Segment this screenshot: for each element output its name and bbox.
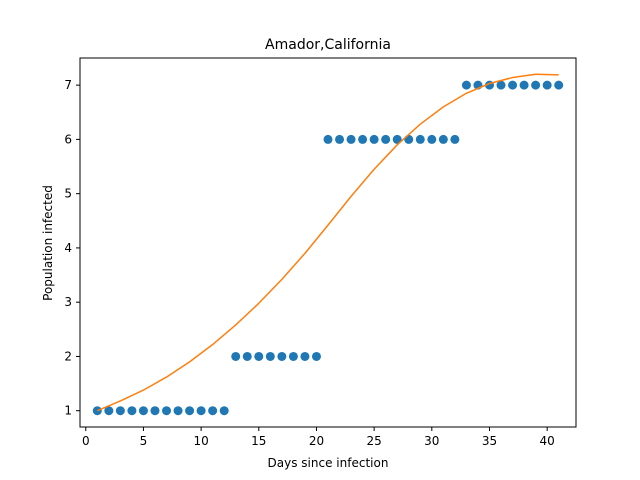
data-point <box>150 406 160 416</box>
data-point <box>381 134 391 144</box>
data-point <box>323 134 333 144</box>
data-point <box>208 406 218 416</box>
axes-frame <box>79 57 577 428</box>
data-point <box>508 80 518 90</box>
data-point <box>392 134 402 144</box>
data-point <box>196 406 206 416</box>
x-tick-label: 25 <box>366 434 381 448</box>
y-tick-label: 5 <box>64 187 72 201</box>
data-point <box>335 134 345 144</box>
data-point <box>461 80 471 90</box>
data-point <box>369 134 379 144</box>
data-point <box>242 351 252 361</box>
y-tick-label: 1 <box>64 404 72 418</box>
data-point <box>346 134 356 144</box>
data-point <box>415 134 425 144</box>
x-tick-label: 35 <box>482 434 497 448</box>
x-tick-label: 0 <box>82 434 90 448</box>
chart-title: Amador,California <box>265 37 391 53</box>
x-tick-label: 30 <box>424 434 439 448</box>
x-tick-label: 10 <box>193 434 208 448</box>
data-point <box>173 406 183 416</box>
axes: 0 5 10 15 20 25 30 35 40 1 2 3 4 5 6 7 <box>64 57 577 448</box>
x-tick-label: 20 <box>309 434 324 448</box>
data-point <box>138 406 148 416</box>
y-axis-label: Population infected <box>41 185 55 301</box>
data-point <box>265 351 275 361</box>
data-point <box>115 406 125 416</box>
y-tick-label: 4 <box>64 241 72 255</box>
x-tick-label: 15 <box>251 434 266 448</box>
data-point <box>162 406 172 416</box>
data-point <box>450 134 460 144</box>
y-tick-label: 2 <box>64 349 72 363</box>
data-point <box>288 351 298 361</box>
data-point <box>311 351 321 361</box>
x-axis-label: Days since infection <box>268 456 389 470</box>
data-point <box>300 351 310 361</box>
data-point <box>519 80 529 90</box>
x-tick-label: 5 <box>140 434 148 448</box>
data-point <box>219 406 229 416</box>
fit-line <box>97 73 559 412</box>
x-tick-label: 40 <box>540 434 555 448</box>
data-point <box>231 351 241 361</box>
y-tick-label: 7 <box>64 78 72 92</box>
data-point <box>438 134 448 144</box>
data-point <box>531 80 541 90</box>
plot-area <box>92 73 564 416</box>
data-point <box>185 406 195 416</box>
data-point <box>542 80 552 90</box>
y-tick-label: 3 <box>64 295 72 309</box>
data-point <box>127 406 137 416</box>
data-point <box>254 351 264 361</box>
data-point <box>358 134 368 144</box>
data-point <box>104 406 114 416</box>
y-tick-label: 6 <box>64 132 72 146</box>
data-point <box>496 80 506 90</box>
data-point <box>404 134 414 144</box>
data-point <box>277 351 287 361</box>
data-point <box>554 80 564 90</box>
data-point <box>427 134 437 144</box>
